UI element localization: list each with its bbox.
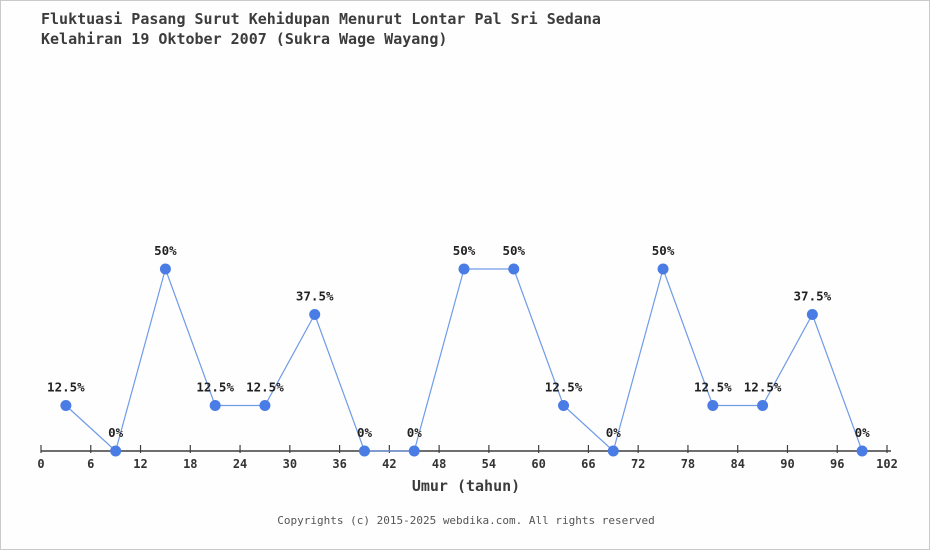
data-point-label: 0% <box>108 425 124 440</box>
data-point <box>408 445 420 457</box>
x-axis-tick-label: 42 <box>382 457 396 471</box>
data-point <box>757 400 769 411</box>
chart-title: Fluktuasi Pasang Surut Kehidupan Menurut… <box>41 9 601 49</box>
data-point-label: 0% <box>357 425 373 440</box>
x-axis-tick-label: 72 <box>631 457 645 471</box>
x-axis-tick-label: 78 <box>681 457 695 471</box>
data-point <box>657 263 669 275</box>
data-point <box>558 400 570 411</box>
data-point <box>707 400 719 411</box>
chart-title-line2: Kelahiran 19 Oktober 2007 (Sukra Wage Wa… <box>41 30 448 48</box>
data-point <box>856 445 868 457</box>
x-axis-tick-label: 90 <box>780 457 794 471</box>
x-axis-tick-label: 48 <box>432 457 446 471</box>
data-point-label: 12.5% <box>744 380 782 395</box>
data-point-label: 12.5% <box>694 380 732 395</box>
data-point <box>358 445 370 457</box>
data-point <box>458 263 470 275</box>
data-point-label: 50% <box>453 243 476 258</box>
x-axis-tick-label: 12 <box>133 457 147 471</box>
data-point <box>110 445 122 457</box>
x-axis-tick-label: 60 <box>531 457 545 471</box>
data-point <box>309 309 321 320</box>
data-point-label: 37.5% <box>794 289 832 304</box>
data-point <box>159 263 171 275</box>
data-point-label: 12.5% <box>545 380 583 395</box>
chart-title-line1: Fluktuasi Pasang Surut Kehidupan Menurut… <box>41 10 601 28</box>
data-point-label: 50% <box>154 243 177 258</box>
data-point <box>607 445 619 457</box>
x-axis-tick-label: 96 <box>830 457 844 471</box>
data-point-label: 12.5% <box>47 380 85 395</box>
x-axis-tick-label: 18 <box>183 457 197 471</box>
footer-copyright: Copyrights (c) 2015-2025 webdika.com. Al… <box>277 514 655 527</box>
data-point <box>508 263 520 275</box>
x-axis-tick-label: 84 <box>730 457 744 471</box>
x-axis-tick-label: 24 <box>233 457 247 471</box>
data-point-label: 37.5% <box>296 289 334 304</box>
data-point <box>60 400 72 411</box>
data-point <box>806 309 818 320</box>
data-point <box>259 400 271 411</box>
x-axis-tick-label: 30 <box>283 457 297 471</box>
data-point-label: 0% <box>606 425 622 440</box>
data-point-label: 0% <box>855 425 871 440</box>
data-point-label: 12.5% <box>246 380 284 395</box>
x-axis-tick-label: 54 <box>482 457 496 471</box>
x-axis-tick-label: 6 <box>87 457 94 471</box>
x-axis-tick-label: 66 <box>581 457 595 471</box>
x-axis-title: Umur (tahun) <box>411 477 521 495</box>
x-axis-tick-label: 102 <box>876 457 898 471</box>
data-point-label: 0% <box>407 425 423 440</box>
data-point-label: 12.5% <box>196 380 234 395</box>
data-point <box>209 400 221 411</box>
data-line <box>65 267 863 453</box>
x-axis-tick-label: 36 <box>332 457 346 471</box>
data-point-label: 50% <box>652 243 675 258</box>
data-point-label: 50% <box>502 243 525 258</box>
x-axis-tick-label: 0 <box>37 457 44 471</box>
